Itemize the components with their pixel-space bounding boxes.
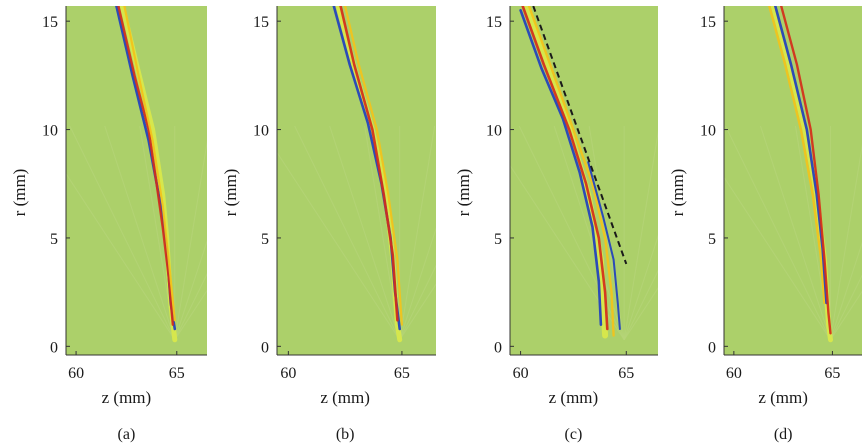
ripple-line (66, 172, 176, 341)
wavefront-2 (519, 9, 603, 327)
y-tick-label: 0 (50, 339, 58, 356)
x-axis-label: z (mm) (102, 388, 152, 407)
ripple-line (104, 125, 176, 340)
heatmap-background (277, 6, 436, 355)
y-tick-label: 0 (708, 339, 716, 356)
ripple-line (623, 287, 658, 341)
ripple-line (294, 125, 401, 341)
wavefront-4 (123, 6, 176, 322)
y-tick-label: 10 (486, 123, 502, 140)
ripple-line (829, 241, 862, 340)
ripple-line (174, 289, 207, 341)
heatmap-field (277, 6, 436, 343)
heatmap-field (510, 6, 658, 341)
ripple-line (623, 269, 658, 341)
wavefront-4 (527, 6, 615, 337)
panel-caption: (d) (774, 426, 793, 443)
y-tick-label: 15 (486, 14, 502, 31)
ripple-line (759, 125, 831, 340)
y-tick-label: 15 (700, 14, 716, 31)
x-tick-label: 60 (280, 365, 296, 382)
wavefront-4 (344, 6, 403, 326)
panel-caption: (c) (565, 426, 583, 443)
ripple-line (174, 139, 207, 340)
x-tick-label: 65 (394, 365, 410, 382)
x-tick-label: 65 (169, 365, 185, 382)
y-tick-label: 10 (42, 123, 58, 140)
x-tick-label: 60 (68, 365, 84, 382)
heatmap-field (724, 6, 862, 343)
x-axis-label: z (mm) (758, 388, 808, 407)
panel-1: 0 5 10 15 60 65 r (mm) z (mm) (a) (10, 6, 207, 443)
ripple-line (829, 144, 862, 340)
heatmap-background (724, 6, 862, 355)
ripple-line (399, 283, 436, 341)
y-tick-label: 10 (253, 123, 269, 140)
y-axis-label: r (mm) (454, 169, 473, 217)
panel-4: 0 5 10 15 60 65 r (mm) z (mm) (d) (668, 6, 862, 443)
y-tick-label: 10 (700, 123, 716, 140)
panel-2: 0 5 10 15 60 65 r (mm) z (mm) (b) (221, 6, 436, 443)
panel-3: 0 5 10 15 60 65 r (mm) z (mm) (c) (454, 6, 658, 443)
wavefront-5 (587, 161, 621, 330)
ripple-line (69, 125, 176, 341)
x-tick-label: 60 (513, 365, 529, 382)
x-tick-label: 65 (618, 365, 634, 382)
dashed-reference-line (532, 6, 628, 265)
y-axis-label: r (mm) (668, 169, 687, 217)
x-axis-label: z (mm) (320, 388, 370, 407)
ripple-line (724, 176, 831, 341)
ripple-line (725, 125, 831, 341)
wavefront-2 (768, 6, 826, 305)
y-tick-label: 5 (50, 231, 58, 248)
y-tick-label: 0 (261, 339, 269, 356)
ripple-line (277, 151, 401, 341)
y-axis-label: r (mm) (221, 169, 240, 217)
panel-caption: (a) (118, 426, 136, 443)
ripple-line (399, 125, 436, 340)
y-tick-label: 5 (494, 231, 502, 248)
ripple-line (830, 290, 862, 341)
ripple-line (623, 130, 658, 340)
ripple-line (174, 239, 207, 340)
wavefront-3 (339, 6, 399, 322)
y-tick-label: 0 (494, 339, 502, 356)
x-axis-label: z (mm) (549, 388, 599, 407)
ripple-line (329, 125, 401, 340)
ripple-line (399, 227, 436, 340)
wavefront-3 (117, 6, 175, 326)
x-tick-label: 60 (726, 365, 742, 382)
wavefront-3 (521, 6, 609, 331)
ripple-line (174, 273, 207, 341)
panel-caption: (b) (336, 426, 355, 443)
y-tick-label: 15 (42, 14, 58, 31)
y-tick-label: 15 (253, 14, 269, 31)
ripple-line (623, 234, 658, 340)
ripple-line (830, 274, 862, 341)
x-tick-label: 65 (824, 365, 840, 382)
y-tick-label: 5 (261, 231, 269, 248)
wavefront-4 (780, 6, 832, 335)
y-tick-label: 5 (708, 231, 716, 248)
ripple-line (399, 264, 436, 341)
y-axis-label: r (mm) (10, 169, 29, 217)
heatmap-field (66, 6, 207, 343)
